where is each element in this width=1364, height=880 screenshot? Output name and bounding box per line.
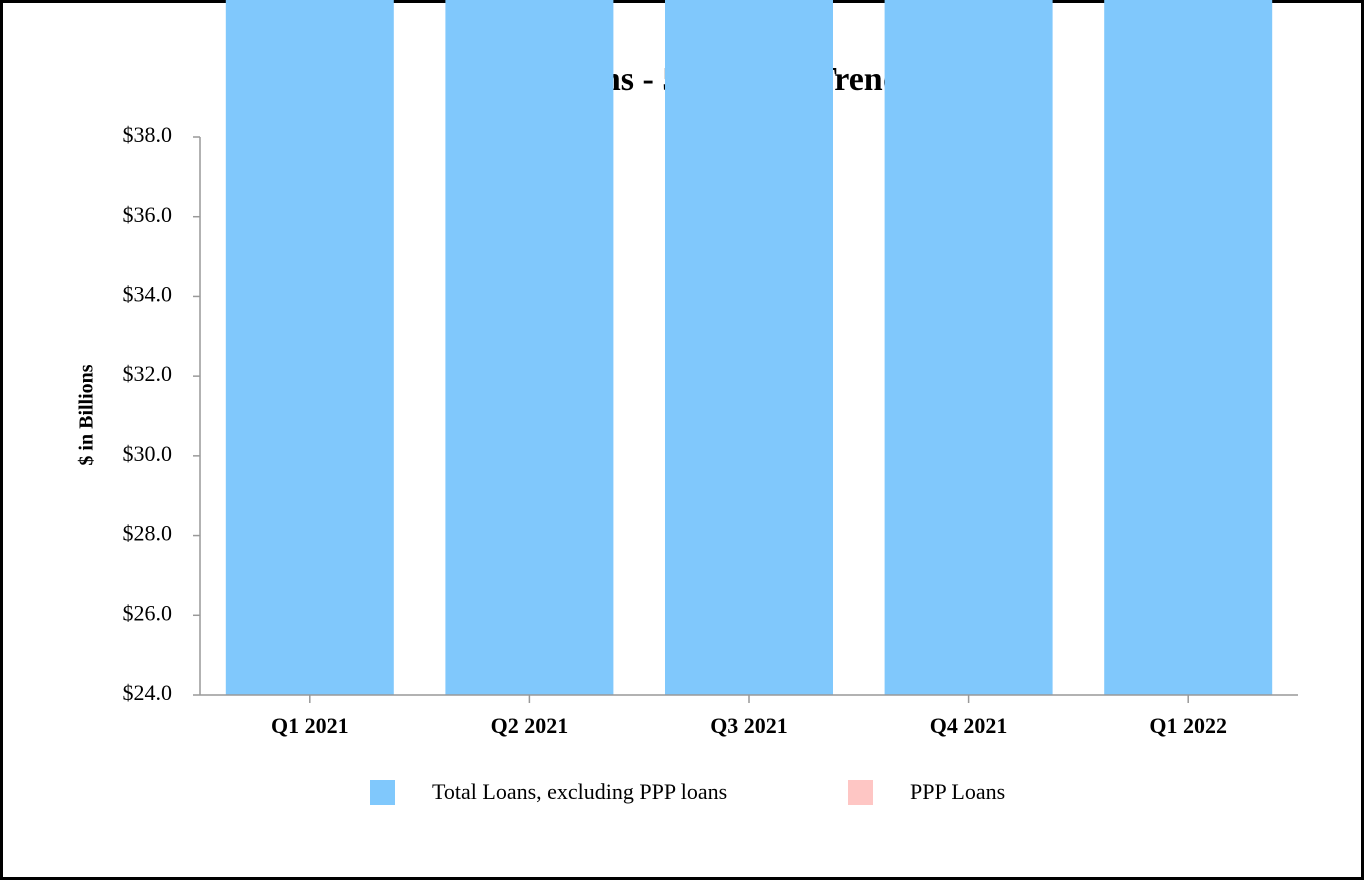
y-tick-label: $36.0	[123, 202, 173, 227]
bar-segment	[884, 0, 1053, 695]
legend-swatch	[370, 780, 395, 805]
x-tick-label: Q4 2021	[930, 713, 1008, 738]
y-tick-label: $28.0	[123, 521, 173, 546]
x-tick-label: Q3 2021	[710, 713, 788, 738]
legend-swatch	[848, 780, 873, 805]
y-tick-label: $32.0	[123, 361, 173, 386]
y-tick-label: $26.0	[123, 600, 173, 625]
legend-label: PPP Loans	[910, 779, 1005, 804]
y-tick-label: $34.0	[123, 281, 173, 306]
bar-segment	[225, 0, 394, 695]
x-tick-label: Q1 2022	[1149, 713, 1227, 738]
bar-segment	[1104, 0, 1273, 695]
legend-label: Total Loans, excluding PPP loans	[432, 779, 727, 804]
y-tick-label: $38.0	[123, 122, 173, 147]
y-tick-label: $30.0	[123, 441, 173, 466]
y-axis-label: $ in Billions	[76, 364, 98, 465]
bar-segment	[445, 0, 614, 695]
x-tick-label: Q2 2021	[491, 713, 569, 738]
x-tick-label: Q1 2021	[271, 713, 349, 738]
y-tick-label: $24.0	[123, 680, 173, 705]
bar-segment	[665, 0, 833, 695]
